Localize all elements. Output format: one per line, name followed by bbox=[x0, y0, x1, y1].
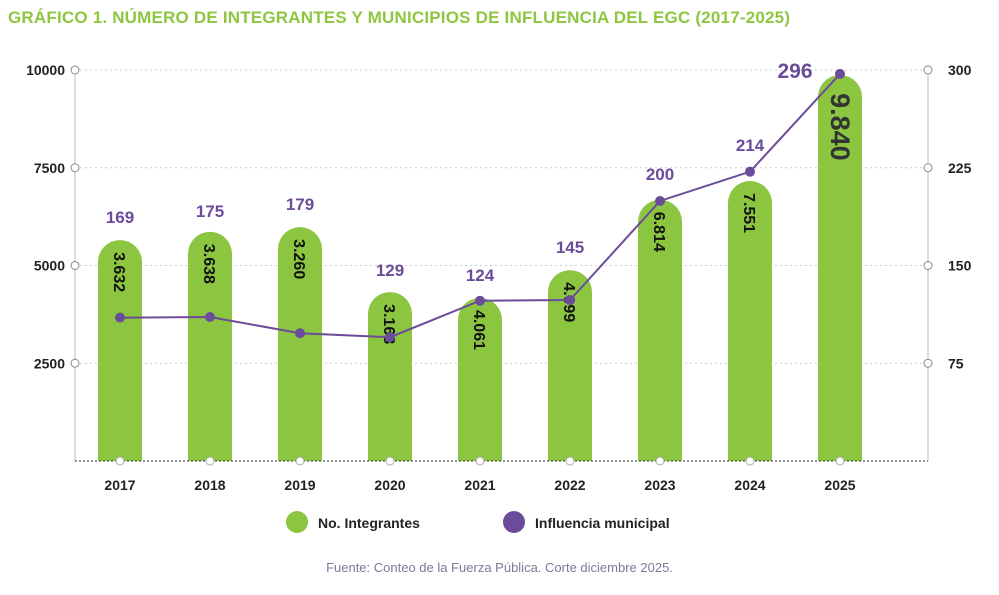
bar-value-label: 7.551 bbox=[740, 193, 757, 233]
left-tick-marker bbox=[70, 261, 80, 270]
legend-swatch-influencia bbox=[503, 511, 525, 533]
x-tick-marker bbox=[475, 456, 485, 466]
source-note: Fuente: Conteo de la Fuerza Pública. Cor… bbox=[326, 560, 673, 575]
line-point bbox=[475, 295, 485, 306]
bar-value-label: 4.061 bbox=[470, 310, 487, 350]
x-tick-marker bbox=[295, 456, 305, 466]
line-value-label: 296 bbox=[777, 60, 812, 83]
left-tick-marker bbox=[70, 358, 80, 368]
left-tick-marker bbox=[70, 163, 80, 173]
left-tick-label: 2500 bbox=[34, 355, 65, 371]
chart-title: GRÁFICO 1. NÚMERO DE INTEGRANTES Y MUNIC… bbox=[8, 8, 791, 27]
legend-swatch-integrantes bbox=[286, 511, 308, 533]
right-tick-label: 300 bbox=[948, 62, 972, 78]
bar bbox=[458, 297, 502, 461]
bar bbox=[548, 270, 592, 461]
left-tick-marker bbox=[70, 65, 80, 75]
line-value-label: 129 bbox=[376, 261, 404, 280]
bar-value-label: 3.632 bbox=[110, 252, 127, 292]
bar bbox=[818, 75, 862, 461]
line-point bbox=[655, 195, 665, 206]
bar bbox=[728, 181, 772, 461]
line-point bbox=[295, 328, 305, 339]
x-tick-marker bbox=[385, 456, 395, 466]
x-tick-marker bbox=[565, 456, 575, 466]
x-tick-marker bbox=[655, 456, 665, 466]
left-tick-label: 7500 bbox=[34, 160, 65, 176]
right-tick-marker bbox=[923, 358, 933, 368]
line-value-label: 175 bbox=[196, 202, 224, 221]
right-tick-marker bbox=[923, 163, 933, 173]
x-tick-marker bbox=[205, 456, 215, 466]
line-value-label: 179 bbox=[286, 195, 314, 214]
bar-value-label: 6.814 bbox=[650, 212, 667, 252]
x-tick-label: 2021 bbox=[464, 477, 495, 493]
line-value-label: 200 bbox=[646, 165, 674, 184]
x-tick-marker bbox=[745, 456, 755, 466]
line-point bbox=[835, 68, 845, 79]
line-point bbox=[745, 166, 755, 177]
right-tick-label: 225 bbox=[948, 160, 972, 176]
bar bbox=[98, 240, 142, 461]
bar bbox=[368, 292, 412, 461]
line-value-label: 169 bbox=[106, 208, 134, 227]
bar-value-label: 3.638 bbox=[200, 244, 217, 284]
line-value-label: 145 bbox=[556, 238, 584, 257]
left-tick-label: 10000 bbox=[26, 62, 65, 78]
line-point bbox=[205, 311, 215, 322]
x-tick-label: 2025 bbox=[824, 477, 855, 493]
bar bbox=[638, 199, 682, 461]
line-value-label: 124 bbox=[466, 266, 495, 285]
bar-value-label: 9.840 bbox=[825, 93, 855, 161]
right-tick-label: 75 bbox=[948, 355, 964, 371]
bar bbox=[188, 231, 233, 461]
line-point bbox=[115, 312, 125, 323]
line-point bbox=[565, 295, 575, 306]
x-tick-label: 2024 bbox=[734, 477, 765, 493]
x-tick-label: 2017 bbox=[104, 477, 135, 493]
x-tick-label: 2023 bbox=[644, 477, 675, 493]
right-tick-marker bbox=[923, 65, 933, 75]
x-tick-label: 2020 bbox=[374, 477, 405, 493]
legend-label: No. Integrantes bbox=[318, 515, 420, 531]
x-tick-label: 2022 bbox=[554, 477, 585, 493]
legend-label: Influencia municipal bbox=[535, 515, 670, 531]
line-point bbox=[385, 332, 395, 343]
left-tick-label: 5000 bbox=[34, 258, 65, 274]
bar bbox=[278, 227, 322, 461]
x-tick-marker bbox=[115, 456, 125, 466]
bar-value-label: 3.260 bbox=[290, 239, 307, 279]
x-tick-marker bbox=[835, 456, 845, 466]
right-tick-marker bbox=[923, 261, 933, 270]
line-value-label: 214 bbox=[736, 136, 765, 155]
right-tick-label: 150 bbox=[948, 258, 972, 274]
x-tick-label: 2018 bbox=[194, 477, 225, 493]
x-tick-label: 2019 bbox=[284, 477, 315, 493]
